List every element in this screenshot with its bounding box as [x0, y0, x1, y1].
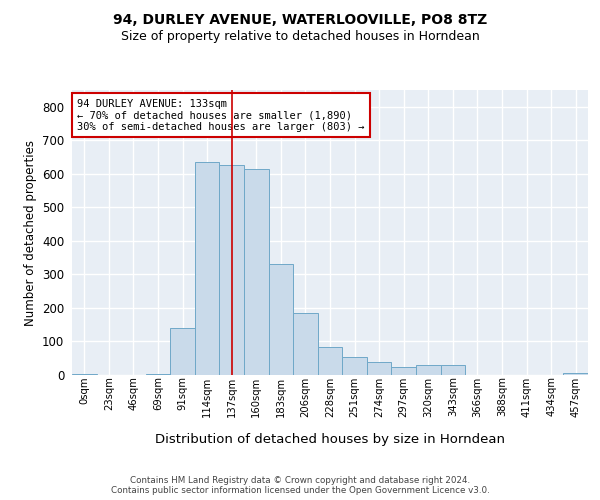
Bar	[342, 356, 367, 375]
Bar	[440, 365, 465, 375]
Text: Contains HM Land Registry data © Crown copyright and database right 2024.
Contai: Contains HM Land Registry data © Crown c…	[110, 476, 490, 495]
Bar	[391, 366, 416, 375]
Bar	[195, 162, 220, 375]
Text: 94 DURLEY AVENUE: 133sqm
← 70% of detached houses are smaller (1,890)
30% of sem: 94 DURLEY AVENUE: 133sqm ← 70% of detach…	[77, 98, 365, 132]
Bar	[269, 264, 293, 375]
Bar	[293, 313, 318, 375]
Bar	[318, 346, 342, 375]
Bar	[146, 374, 170, 375]
Bar	[220, 166, 244, 375]
Bar	[72, 374, 97, 375]
Bar	[563, 374, 588, 375]
Text: 94, DURLEY AVENUE, WATERLOOVILLE, PO8 8TZ: 94, DURLEY AVENUE, WATERLOOVILLE, PO8 8T…	[113, 12, 487, 26]
Bar	[170, 328, 195, 375]
Y-axis label: Number of detached properties: Number of detached properties	[23, 140, 37, 326]
Text: Distribution of detached houses by size in Horndean: Distribution of detached houses by size …	[155, 432, 505, 446]
Bar	[416, 365, 440, 375]
Bar	[367, 362, 391, 375]
Text: Size of property relative to detached houses in Horndean: Size of property relative to detached ho…	[121, 30, 479, 43]
Bar	[244, 169, 269, 375]
